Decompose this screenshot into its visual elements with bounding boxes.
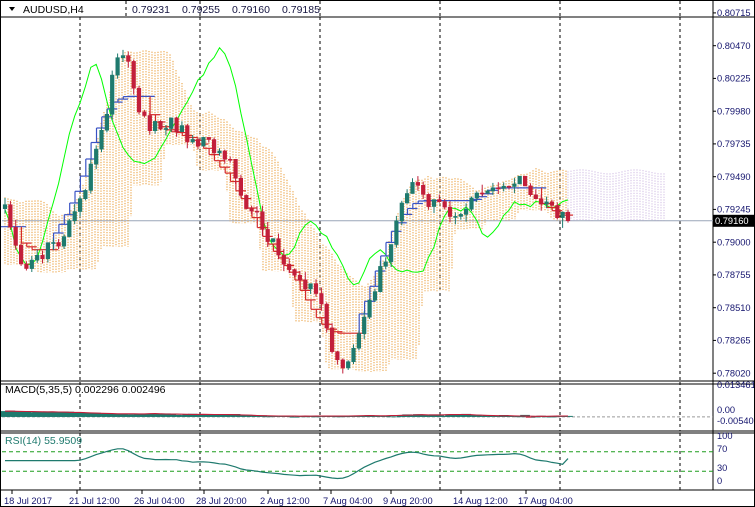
svg-text:AUDUSD,H4: AUDUSD,H4 xyxy=(23,4,84,16)
svg-text:0.79255: 0.79255 xyxy=(182,4,220,16)
svg-text:0.80225: 0.80225 xyxy=(717,74,751,84)
svg-text:14 Aug 12:00: 14 Aug 12:00 xyxy=(453,496,508,506)
svg-text:100: 100 xyxy=(717,431,733,441)
svg-text:MACD(5,35,5) 0.002296 0.002496: MACD(5,35,5) 0.002296 0.002496 xyxy=(5,384,166,396)
svg-text:0.79231: 0.79231 xyxy=(132,4,170,16)
svg-text:0.78020: 0.78020 xyxy=(717,368,751,378)
svg-text:70: 70 xyxy=(717,444,727,454)
svg-text:0.79160: 0.79160 xyxy=(232,4,270,16)
svg-text:0.78265: 0.78265 xyxy=(717,336,751,346)
svg-text:0.79980: 0.79980 xyxy=(717,106,751,116)
svg-text:7 Aug 04:00: 7 Aug 04:00 xyxy=(323,496,373,506)
svg-text:RSI(14) 55.9509: RSI(14) 55.9509 xyxy=(5,435,82,447)
svg-text:0.79735: 0.79735 xyxy=(717,139,751,149)
svg-text:28 Jul 20:00: 28 Jul 20:00 xyxy=(196,496,247,506)
svg-text:0.80470: 0.80470 xyxy=(717,41,751,51)
svg-text:0.79000: 0.79000 xyxy=(717,237,751,247)
svg-text:0.78510: 0.78510 xyxy=(717,303,751,313)
svg-text:26 Jul 04:00: 26 Jul 04:00 xyxy=(134,496,185,506)
svg-text:0.79245: 0.79245 xyxy=(717,205,751,215)
svg-text:-0.005406: -0.005406 xyxy=(717,416,754,426)
svg-text:0.013461: 0.013461 xyxy=(717,380,754,390)
svg-text:18 Jul 2017: 18 Jul 2017 xyxy=(4,496,52,506)
svg-text:0: 0 xyxy=(717,476,722,486)
svg-text:0.79490: 0.79490 xyxy=(717,172,751,182)
svg-text:30: 30 xyxy=(717,463,727,473)
svg-text:2 Aug 12:00: 2 Aug 12:00 xyxy=(260,496,310,506)
svg-text:0.78755: 0.78755 xyxy=(717,270,751,280)
svg-text:0.00: 0.00 xyxy=(717,405,735,415)
svg-text:0.79185: 0.79185 xyxy=(282,4,320,16)
svg-text:0.80715: 0.80715 xyxy=(717,8,751,18)
svg-text:9 Aug 20:00: 9 Aug 20:00 xyxy=(383,496,433,506)
svg-text:0.79160: 0.79160 xyxy=(715,216,749,226)
svg-text:21 Jul 12:00: 21 Jul 12:00 xyxy=(69,496,120,506)
svg-text:17 Aug 04:00: 17 Aug 04:00 xyxy=(518,496,573,506)
